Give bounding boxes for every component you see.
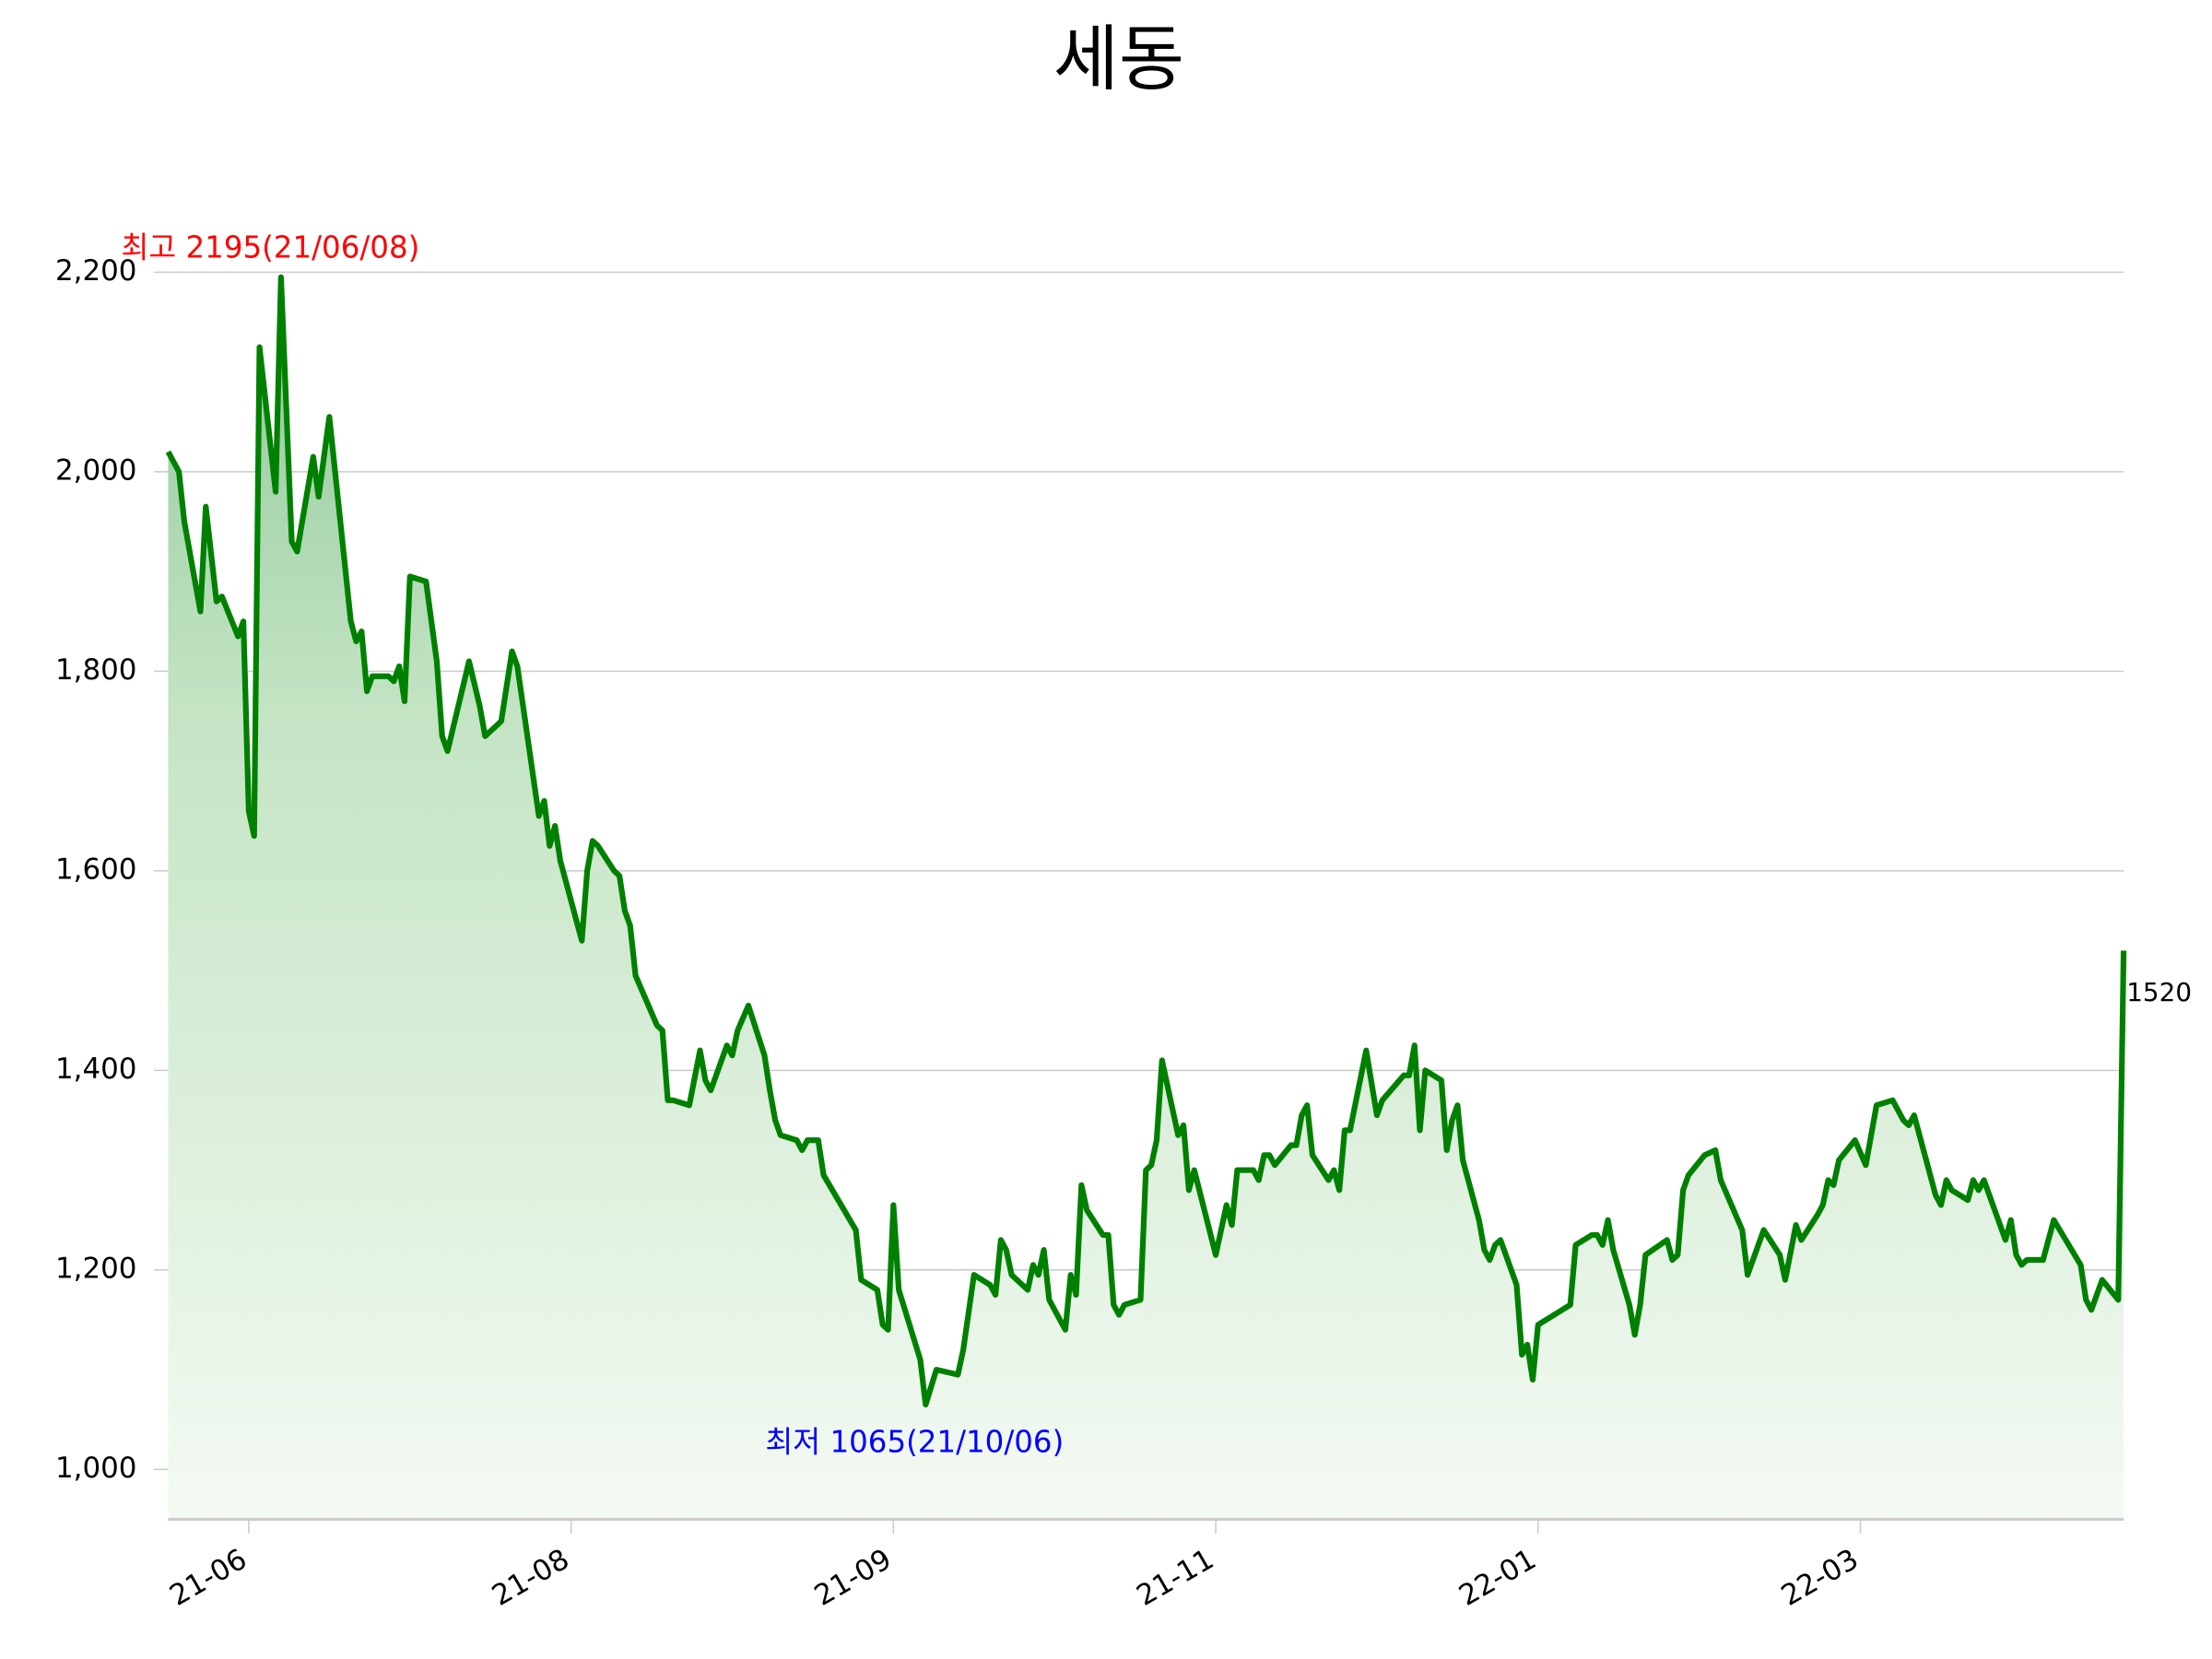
y-tick-label: 1,400 bbox=[55, 1053, 136, 1086]
y-tick-label: 1,000 bbox=[55, 1452, 136, 1485]
annotation: 최저 1065(21/10/06) bbox=[765, 1424, 1064, 1459]
y-tick-label: 1,800 bbox=[55, 653, 136, 687]
y-tick-label: 1,600 bbox=[55, 853, 136, 886]
y-tick-label: 2,000 bbox=[55, 453, 136, 487]
price-line bbox=[165, 274, 2127, 1408]
y-tick-label: 1,200 bbox=[55, 1252, 136, 1285]
x-tick-label: 21-06 bbox=[164, 1543, 253, 1613]
x-tick-label: 22-01 bbox=[1453, 1543, 1542, 1613]
x-tick-label: 21-08 bbox=[487, 1543, 575, 1613]
annotation: 최고 2195(21/06/08) bbox=[121, 230, 419, 265]
chart-title: 세동 bbox=[1053, 18, 1184, 101]
x-tick-label: 22-03 bbox=[1776, 1543, 1865, 1613]
area-fill bbox=[168, 276, 2124, 1520]
x-tick-label: 21-11 bbox=[1131, 1543, 1219, 1613]
last-value-label: 1520 bbox=[2126, 977, 2192, 1007]
y-tick-label: 2,200 bbox=[55, 254, 136, 288]
x-tick-label: 21-09 bbox=[809, 1543, 898, 1613]
